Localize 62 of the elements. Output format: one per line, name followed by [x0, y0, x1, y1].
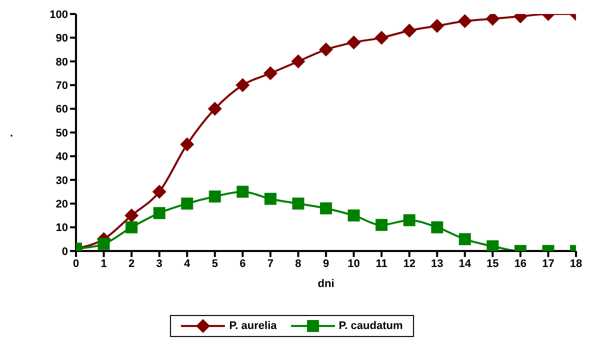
y-tick-label: 90 [56, 32, 68, 45]
x-tick-label: 0 [72, 258, 80, 270]
x-axis-title: dni [318, 278, 334, 290]
x-tick-label: 3 [156, 258, 162, 270]
point [153, 207, 166, 220]
point [264, 192, 276, 205]
point [263, 66, 278, 80]
point [208, 102, 222, 116]
point [126, 221, 138, 234]
x-tick-label: 14 [458, 258, 472, 270]
point [346, 35, 361, 50]
y-tick-label: 10 [56, 222, 68, 234]
x-tick-label: 6 [240, 258, 246, 270]
point [402, 24, 416, 38]
legend-label: P. aurelia [228, 319, 277, 333]
point [376, 218, 388, 231]
y-tick-label: 20 [56, 198, 68, 211]
y-tick-label: 0 [62, 246, 68, 258]
point [180, 137, 194, 152]
y-axis-title: . [10, 127, 14, 140]
point [181, 198, 194, 210]
point [430, 18, 444, 33]
x-tick-label: 4 [184, 258, 192, 270]
x-tick-label: 11 [376, 258, 388, 270]
x-tick-label: 2 [128, 258, 135, 270]
y-tick-label: 70 [56, 80, 68, 92]
x-tick-label: 5 [212, 258, 218, 270]
point [291, 54, 306, 68]
point [486, 240, 499, 251]
point [319, 42, 333, 57]
point [236, 78, 250, 92]
x-tick-label: 13 [430, 258, 444, 270]
point [98, 238, 110, 250]
point [374, 30, 389, 45]
y-tick-label: 30 [56, 174, 68, 187]
point [124, 208, 139, 222]
x-tick-label: 9 [322, 258, 330, 270]
y-tick-label: 80 [56, 56, 68, 68]
x-tick-label: 1 [100, 258, 107, 270]
point [458, 233, 471, 246]
x-tick-label: 7 [267, 258, 274, 270]
x-tick-label: 17 [542, 258, 554, 270]
y-tick-label: 100 [50, 8, 68, 21]
x-tick-label: 16 [514, 258, 527, 270]
point [208, 190, 221, 202]
point [348, 209, 360, 222]
x-tick-label: 12 [403, 258, 416, 270]
y-tick-label: 50 [56, 127, 68, 140]
x-tick-label: 10 [348, 258, 360, 270]
point [320, 202, 332, 214]
x-tick-label: 8 [295, 258, 302, 270]
y-tick-label: 40 [56, 151, 68, 164]
point [403, 214, 416, 226]
x-tick-label: 18 [570, 258, 582, 270]
point [458, 14, 472, 28]
legend-label: P. caudatum [338, 319, 403, 333]
y-tick-label: 60 [56, 104, 68, 116]
point [292, 198, 304, 210]
point [236, 186, 249, 198]
point [431, 221, 444, 234]
point [152, 184, 166, 199]
x-tick-label: 15 [486, 258, 499, 270]
